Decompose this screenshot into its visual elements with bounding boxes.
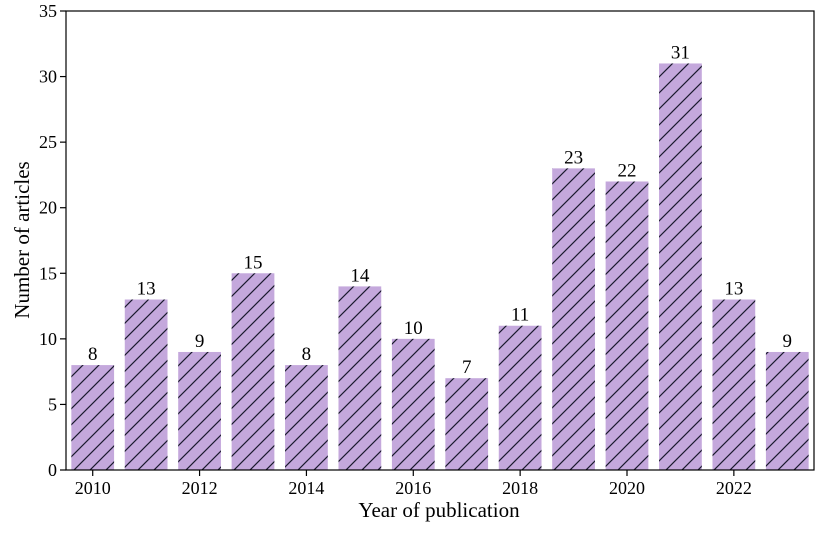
- bar-hatch-2020: [605, 181, 649, 470]
- y-tick-label: 10: [39, 329, 57, 349]
- bar-value-label: 22: [618, 160, 637, 181]
- plot-frame: [65, 10, 815, 471]
- bar-value-label: 7: [462, 357, 472, 378]
- bar-hatch-2023: [765, 351, 809, 470]
- x-axis-ticks: 2010 2012 2014 2016 2018 2020 2022: [75, 470, 752, 498]
- x-tick-label: 2012: [182, 478, 218, 498]
- bar-value-label: 11: [511, 305, 529, 326]
- bar-value-label: 13: [137, 279, 156, 300]
- x-tick-label: 2010: [75, 478, 111, 498]
- bar-value-label: 13: [724, 279, 743, 300]
- bar-hatch-2015: [338, 286, 382, 470]
- bar-value-label: 14: [350, 265, 370, 286]
- y-tick-label: 15: [39, 263, 57, 283]
- y-tick-label: 5: [48, 394, 57, 414]
- y-tick-label: 30: [39, 67, 57, 87]
- y-tick-label: 0: [48, 460, 57, 480]
- x-tick-label: 2016: [395, 478, 431, 498]
- bar-value-label: 9: [783, 331, 793, 352]
- axes-group: [65, 10, 815, 471]
- bar-value-label: 8: [302, 344, 312, 365]
- bar-hatch-2011: [124, 299, 168, 470]
- bar-value-label: 31: [671, 42, 690, 63]
- x-tick-label: 2014: [288, 478, 324, 498]
- bar-value-label: 23: [564, 147, 583, 168]
- bar-value-label: 15: [244, 252, 263, 273]
- y-tick-label: 25: [39, 132, 57, 152]
- x-tick-label: 2022: [716, 478, 752, 498]
- bar-hatch-2012: [178, 351, 221, 470]
- bar-hatch-2016: [391, 338, 435, 470]
- x-tick-label: 2018: [502, 478, 538, 498]
- bar-hatch-2013: [231, 273, 275, 470]
- bar-hatch-2021: [659, 63, 702, 470]
- x-tick-label: 2020: [609, 478, 645, 498]
- bar-hatch-2014: [285, 365, 328, 470]
- x-axis-label: Year of publication: [358, 498, 520, 522]
- bar-hatch-2018: [498, 325, 542, 470]
- bar-value-label: 10: [404, 318, 423, 339]
- bars-group: 8 13 9 15 8 14 10 7 11 23 22 31 13 9: [71, 42, 809, 470]
- bar-hatch-2022: [712, 299, 756, 470]
- y-tick-label: 20: [39, 198, 57, 218]
- y-tick-label: 35: [39, 1, 57, 21]
- bar-hatch-2019: [552, 168, 595, 470]
- bar-hatch-2017: [445, 378, 489, 470]
- y-axis-ticks: 0 5 10 15 20 25 30 35: [39, 1, 66, 480]
- bar-hatch-2010: [71, 365, 115, 470]
- bar-value-label: 9: [195, 331, 205, 352]
- y-axis-label: Number of articles: [10, 161, 34, 318]
- bar-value-label: 8: [88, 344, 98, 365]
